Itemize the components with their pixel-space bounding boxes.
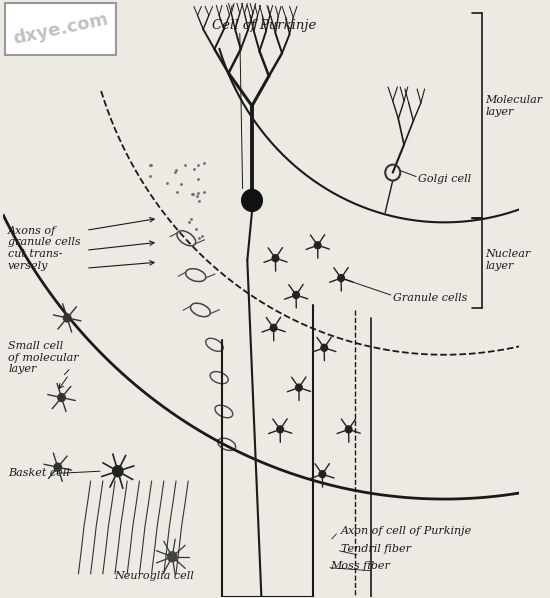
Text: Cell of Purkinje: Cell of Purkinje	[212, 19, 316, 32]
Text: Nuclear
layer: Nuclear layer	[486, 249, 531, 271]
Circle shape	[113, 466, 123, 477]
Circle shape	[63, 314, 71, 322]
Circle shape	[168, 552, 177, 562]
Circle shape	[270, 324, 277, 331]
Text: Molecular
layer: Molecular layer	[486, 95, 543, 117]
Circle shape	[338, 274, 344, 282]
Circle shape	[58, 393, 65, 401]
Text: Axons of
granule cells
cut trans-
versely: Axons of granule cells cut trans- versel…	[8, 226, 81, 271]
Circle shape	[321, 344, 327, 351]
Text: Axon of cell of Purkinje: Axon of cell of Purkinje	[341, 526, 472, 536]
Text: Basket cell: Basket cell	[8, 468, 70, 478]
Circle shape	[54, 463, 62, 471]
Circle shape	[272, 255, 279, 262]
Text: Neuroglia cell: Neuroglia cell	[114, 570, 194, 581]
Text: Tendril fiber: Tendril fiber	[341, 544, 411, 554]
Text: Granule cells: Granule cells	[393, 293, 467, 303]
Text: Golgi cell: Golgi cell	[418, 173, 471, 184]
Circle shape	[293, 292, 299, 298]
Circle shape	[277, 426, 283, 433]
Text: Moss fiber: Moss fiber	[330, 561, 390, 570]
Text: dxye.com: dxye.com	[12, 10, 110, 48]
Circle shape	[241, 190, 262, 212]
Circle shape	[315, 242, 321, 249]
Text: Small cell
of molecular
layer: Small cell of molecular layer	[8, 341, 79, 374]
Circle shape	[345, 426, 352, 433]
FancyBboxPatch shape	[6, 4, 116, 55]
Circle shape	[295, 384, 302, 391]
Circle shape	[319, 471, 326, 478]
